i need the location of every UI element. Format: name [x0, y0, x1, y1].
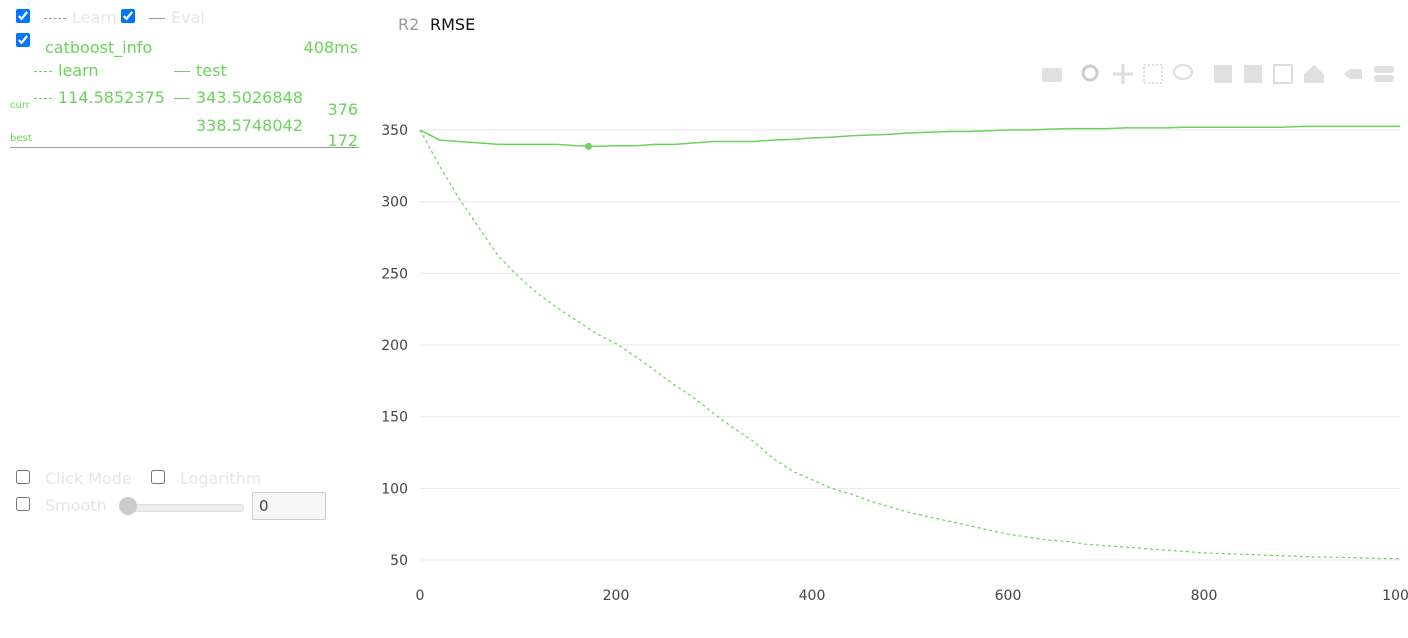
tool-hover-compare[interactable]	[1374, 75, 1394, 82]
legend-learn-label: learn	[58, 61, 99, 80]
smooth-label: Smooth	[45, 496, 107, 515]
separator	[10, 147, 359, 148]
tab-r2[interactable]: R2	[398, 15, 420, 34]
y-tick-label: 50	[390, 553, 408, 569]
logarithm-checkbox[interactable]	[151, 470, 165, 484]
tool-zoom-out[interactable]	[1244, 65, 1262, 83]
series-line	[419, 125, 1400, 148]
click-mode-label: Click Mode	[45, 469, 132, 488]
x-tick-label: 0	[416, 588, 425, 604]
smooth-input[interactable]: 0	[252, 492, 326, 520]
logarithm-label: Logarithm	[180, 469, 262, 488]
eval-label: Eval	[171, 8, 205, 27]
tool-select[interactable]	[1143, 64, 1163, 84]
curr-learn: 114.5852375	[34, 88, 165, 107]
x-tick-label: 400	[799, 588, 826, 604]
curr-label: curr	[10, 100, 30, 111]
learn-toggle: Learn	[44, 8, 117, 27]
click-mode-checkbox[interactable]	[16, 470, 30, 484]
y-tick-label: 150	[381, 410, 408, 426]
legend-learn: learn	[34, 61, 99, 80]
curr-test-value: 343.5026848	[196, 88, 303, 107]
chart: 50 100 150 200 250 300 350 0 200 400 600 800 1000	[381, 64, 1408, 604]
run-checkbox[interactable]	[16, 33, 30, 47]
curr-learn-value: 114.5852375	[58, 88, 165, 107]
tool-spike[interactable]	[1344, 69, 1362, 79]
x-tick-label: 800	[1191, 588, 1218, 604]
legend-test: test	[174, 61, 227, 80]
learn-checkbox[interactable]	[16, 9, 30, 23]
series-line	[419, 129, 1400, 560]
y-tick-label: 350	[381, 123, 408, 139]
eval-toggle: Eval	[149, 8, 205, 27]
y-tick-label: 250	[381, 266, 408, 282]
tool-lasso[interactable]	[1173, 64, 1193, 80]
x-tick-label: 600	[995, 588, 1022, 604]
tool-hover-closest[interactable]	[1374, 66, 1394, 73]
learn-label: Learn	[72, 8, 117, 27]
legend-test-label: test	[196, 61, 227, 80]
smooth-checkbox[interactable]	[16, 497, 30, 511]
tool-camera[interactable]	[1042, 68, 1062, 82]
slider-thumb[interactable]	[119, 497, 137, 515]
curr-test: 343.5026848	[174, 88, 303, 107]
y-tick-label: 100	[381, 481, 408, 497]
toolbar	[1042, 64, 1394, 84]
run-time: 408ms	[303, 38, 358, 57]
tool-autoscale[interactable]	[1273, 64, 1293, 84]
run-name: catboost_info	[45, 38, 153, 57]
tool-pan[interactable]	[1113, 64, 1133, 84]
smooth-slider[interactable]	[120, 504, 244, 512]
y-tick-label: 200	[381, 338, 408, 354]
tool-zoom[interactable]	[1081, 64, 1099, 82]
tool-home[interactable]	[1304, 65, 1324, 83]
eval-checkbox[interactable]	[121, 9, 135, 23]
best-point	[585, 142, 593, 150]
y-tick-label: 300	[381, 195, 408, 211]
curr-iteration: 376	[327, 100, 358, 119]
best-label: best	[10, 133, 32, 144]
tab-rmse[interactable]: RMSE	[430, 15, 476, 34]
x-tick-label: 1000	[1382, 588, 1408, 604]
tool-zoom-in[interactable]	[1214, 65, 1232, 83]
x-tick-label: 200	[603, 588, 630, 604]
best-iteration: 172	[327, 131, 358, 150]
best-test-value: 338.5748042	[196, 116, 303, 135]
